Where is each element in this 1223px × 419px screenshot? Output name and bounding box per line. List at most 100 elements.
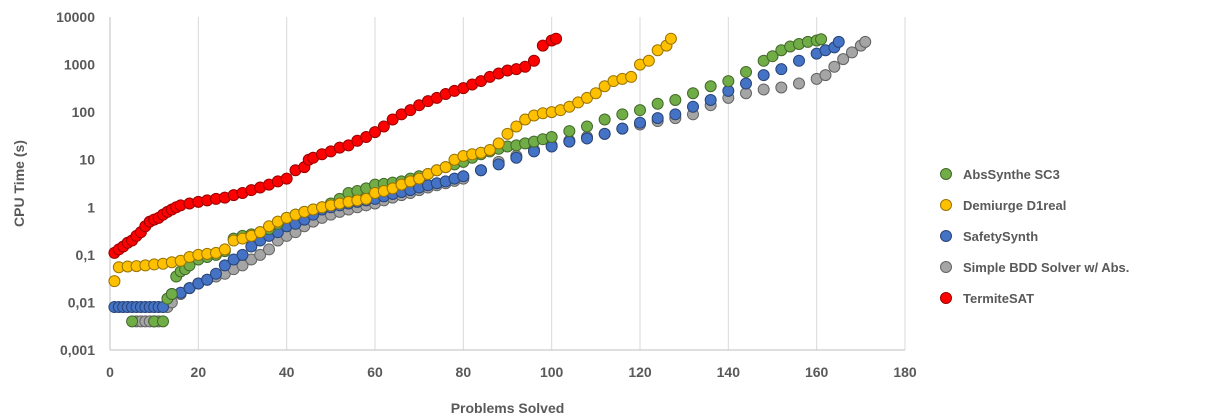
data-point: [510, 151, 523, 164]
data-point: [651, 97, 664, 110]
data-point: [589, 87, 602, 100]
data-point: [819, 69, 832, 82]
data-point: [457, 170, 470, 183]
grid: [197, 17, 906, 350]
data-point: [815, 33, 828, 46]
data-point: [218, 259, 231, 272]
data-point: [722, 75, 735, 88]
series-termitesat: [108, 32, 563, 259]
data-point: [108, 275, 121, 288]
x-tick-label: 40: [279, 364, 295, 380]
legend: AbsSynthe SC3 Demiurge D1real SafetySynth S…: [940, 167, 1129, 306]
data-point: [165, 288, 178, 301]
data-point: [634, 116, 646, 129]
y-tick-label: 0,001: [60, 342, 95, 358]
legend-entry: SafetySynth: [940, 229, 1038, 244]
data-point: [669, 93, 682, 106]
legend-entry: TermiteSAT: [940, 291, 1034, 306]
data-point: [360, 192, 373, 205]
data-point: [669, 108, 682, 121]
data-point: [386, 113, 399, 126]
data-point: [475, 164, 487, 177]
data-point: [598, 127, 611, 140]
legend-marker: [940, 292, 952, 304]
data-point: [377, 120, 390, 133]
legend-marker: [940, 230, 952, 242]
data-point: [536, 39, 549, 52]
data-point: [126, 315, 139, 328]
data-point: [740, 65, 752, 78]
data-point: [501, 127, 514, 140]
legend-label: Simple BDD Solver w/ Abs.: [963, 260, 1129, 275]
legend-marker: [940, 199, 952, 211]
data-point: [510, 120, 523, 133]
data-point: [598, 80, 611, 93]
legend-label: AbsSynthe SC3: [963, 167, 1060, 182]
data-point: [280, 172, 293, 185]
data-point: [837, 53, 850, 66]
x-tick-label: 160: [805, 364, 829, 380]
data-point: [642, 54, 655, 67]
data-point: [263, 243, 275, 256]
data-point: [625, 70, 638, 83]
x-tick-label: 120: [628, 364, 652, 380]
y-tick-label: 10: [79, 152, 95, 168]
data-point: [757, 83, 770, 96]
data-point: [651, 112, 664, 125]
x-tick-label: 60: [367, 364, 383, 380]
data-point: [598, 113, 611, 126]
data-point: [766, 50, 779, 63]
data-point: [704, 93, 717, 106]
legend-label: Demiurge D1real: [963, 198, 1066, 213]
data-point: [492, 137, 505, 150]
data-point: [775, 63, 788, 76]
data-point: [369, 126, 381, 139]
data-point: [616, 122, 629, 135]
data-point: [218, 243, 231, 256]
y-tick-label: 10000: [56, 9, 95, 25]
legend-entry: Demiurge D1real: [940, 198, 1066, 213]
data-point: [616, 108, 629, 121]
y-tick-label: 1000: [64, 57, 95, 73]
legend-label: SafetySynth: [963, 229, 1038, 244]
data-point: [492, 158, 505, 171]
series-layer: [108, 32, 872, 328]
series-demiurge-d1real: [108, 32, 677, 288]
data-point: [236, 248, 249, 261]
legend-entry: AbsSynthe SC3: [940, 167, 1060, 182]
axes: 0 20 40 60 80 100 120 140 160 180 0,001 0,01 0,1 1 10 1…: [56, 9, 917, 380]
x-tick-label: 100: [540, 364, 564, 380]
data-point: [704, 80, 717, 93]
data-point: [687, 87, 699, 100]
x-tick-label: 140: [717, 364, 741, 380]
y-tick-label: 1: [87, 199, 95, 215]
data-point: [793, 54, 805, 67]
legend-marker: [940, 261, 952, 273]
y-axis-title: CPU Time (s): [11, 140, 27, 227]
x-tick-label: 0: [106, 364, 114, 380]
data-point: [201, 273, 214, 286]
y-tick-label: 0,1: [76, 247, 96, 263]
x-tick-label: 20: [191, 364, 207, 380]
data-point: [157, 315, 169, 328]
data-point: [581, 120, 593, 133]
x-tick-label: 180: [893, 364, 917, 380]
legend-marker: [940, 168, 952, 180]
data-point: [254, 226, 267, 239]
data-point: [757, 69, 770, 82]
data-point: [439, 161, 452, 174]
data-point: [210, 267, 222, 280]
x-tick-label: 80: [456, 364, 472, 380]
data-point: [483, 144, 496, 157]
x-axis-title: Problems Solved: [451, 400, 565, 416]
data-point: [563, 135, 576, 148]
y-tick-label: 100: [72, 104, 96, 120]
data-point: [563, 125, 576, 138]
series-simple-bdd-solver-w-abs: [130, 35, 872, 328]
data-point: [775, 81, 788, 94]
data-point: [519, 60, 532, 73]
data-point: [528, 54, 540, 67]
data-point: [846, 46, 858, 59]
data-point: [664, 32, 677, 45]
